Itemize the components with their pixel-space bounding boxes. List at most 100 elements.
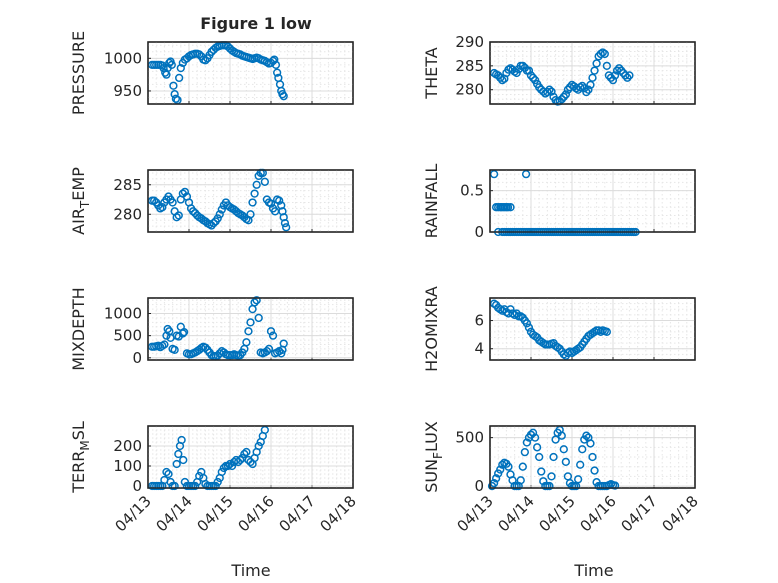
x-tick-label: 04/13 — [112, 492, 155, 535]
data-point — [610, 481, 620, 490]
y-axis-label: RAINFALL — [422, 164, 441, 239]
data-point — [615, 64, 624, 73]
axes-frame — [147, 297, 354, 361]
x-tick-label: 04/15 — [536, 492, 579, 535]
data-point — [170, 481, 179, 491]
data-point — [524, 323, 534, 332]
data-point — [167, 60, 176, 69]
data-point — [188, 207, 198, 216]
subplot-air_temp: 280 285 AIRTEMP — [69, 167, 354, 235]
data-point — [561, 90, 570, 99]
data-point — [518, 61, 527, 70]
y-tick-label: 4 — [474, 340, 484, 358]
data-point — [576, 460, 585, 469]
data-point — [557, 95, 566, 104]
axes-background — [147, 169, 354, 233]
data-point — [524, 66, 534, 75]
y-axis-label-subscript: F — [431, 452, 445, 459]
data-point — [236, 455, 245, 465]
data-point — [242, 338, 251, 347]
y-tick-label: 950 — [113, 82, 142, 100]
axes-frame — [147, 425, 354, 489]
y-axis-label-main: PRESSURE — [69, 31, 88, 115]
data-point — [219, 463, 229, 473]
data-point — [250, 298, 259, 307]
data-point — [172, 459, 181, 469]
data-point — [533, 443, 542, 452]
data-point — [223, 461, 233, 471]
data-point — [582, 87, 591, 97]
data-point — [244, 327, 253, 336]
y-axis-label-subscript: M — [78, 440, 92, 450]
data-point — [179, 455, 188, 465]
x-tick-label: 04/18 — [317, 492, 360, 535]
data-point — [201, 343, 210, 352]
data-point — [602, 61, 611, 70]
subplot-rainfall: 0 0.5 RAINFALL — [422, 164, 696, 241]
data-point — [492, 474, 501, 483]
x-tick-label: 04/18 — [659, 492, 702, 535]
y-tick-label: 500 — [455, 429, 484, 447]
data-point — [606, 73, 616, 82]
data-point — [489, 479, 499, 488]
data-point — [625, 71, 634, 80]
data-point — [213, 477, 222, 487]
data-point — [535, 83, 544, 92]
data-point — [168, 198, 177, 207]
data-point — [150, 196, 159, 205]
data-point — [522, 319, 532, 328]
x-tick-label: 04/15 — [194, 492, 237, 535]
data-point — [582, 431, 591, 440]
data-point — [201, 56, 210, 65]
data-point — [600, 49, 609, 59]
data-point — [266, 327, 276, 336]
data-point — [271, 60, 281, 69]
data-point — [516, 476, 525, 485]
data-point — [584, 85, 593, 94]
y-axis-label-main: RAINFALL — [422, 164, 441, 239]
data-point — [494, 71, 503, 80]
y-tick-label: 290 — [455, 33, 484, 51]
data-point — [191, 208, 200, 218]
x-tick-label: 04/13 — [454, 492, 497, 535]
data-point — [578, 81, 587, 91]
y-axis-label-tail: EMP — [69, 167, 88, 201]
data-point — [526, 71, 536, 80]
data-point — [215, 210, 224, 219]
data-point — [260, 177, 270, 186]
data-point — [590, 466, 599, 475]
data-point — [176, 63, 185, 73]
data-point — [279, 92, 288, 101]
data-point — [496, 73, 505, 82]
y-axis-label-main: MIXDEPTH — [69, 287, 88, 370]
data-point — [530, 433, 540, 442]
axes-frame — [489, 41, 696, 105]
y-tick-label: 500 — [113, 327, 142, 345]
data-point — [268, 331, 278, 340]
data-point — [240, 449, 249, 459]
axes-frame — [489, 297, 696, 361]
axes-background — [489, 169, 696, 233]
data-point — [172, 213, 181, 222]
y-axis-label-main: THETA — [422, 47, 441, 99]
y-axis-label: TERRMSL — [69, 421, 92, 494]
y-tick-label: 280 — [455, 81, 484, 99]
data-point — [557, 431, 566, 440]
data-point — [162, 467, 171, 477]
data-point — [282, 223, 291, 232]
data-point — [574, 475, 583, 484]
data-point — [621, 71, 630, 80]
data-point — [170, 345, 179, 354]
data-point — [174, 211, 183, 220]
data-point — [592, 59, 601, 68]
y-tick-label: 285 — [113, 176, 142, 194]
data-point — [242, 447, 251, 457]
y-tick-label: 0 — [132, 349, 142, 367]
y-tick-label: 285 — [455, 57, 484, 75]
subplot-pressure: 950 1000 PRESSURE — [69, 31, 354, 115]
data-point — [217, 205, 226, 214]
data-point — [252, 180, 261, 189]
data-point — [211, 481, 220, 491]
